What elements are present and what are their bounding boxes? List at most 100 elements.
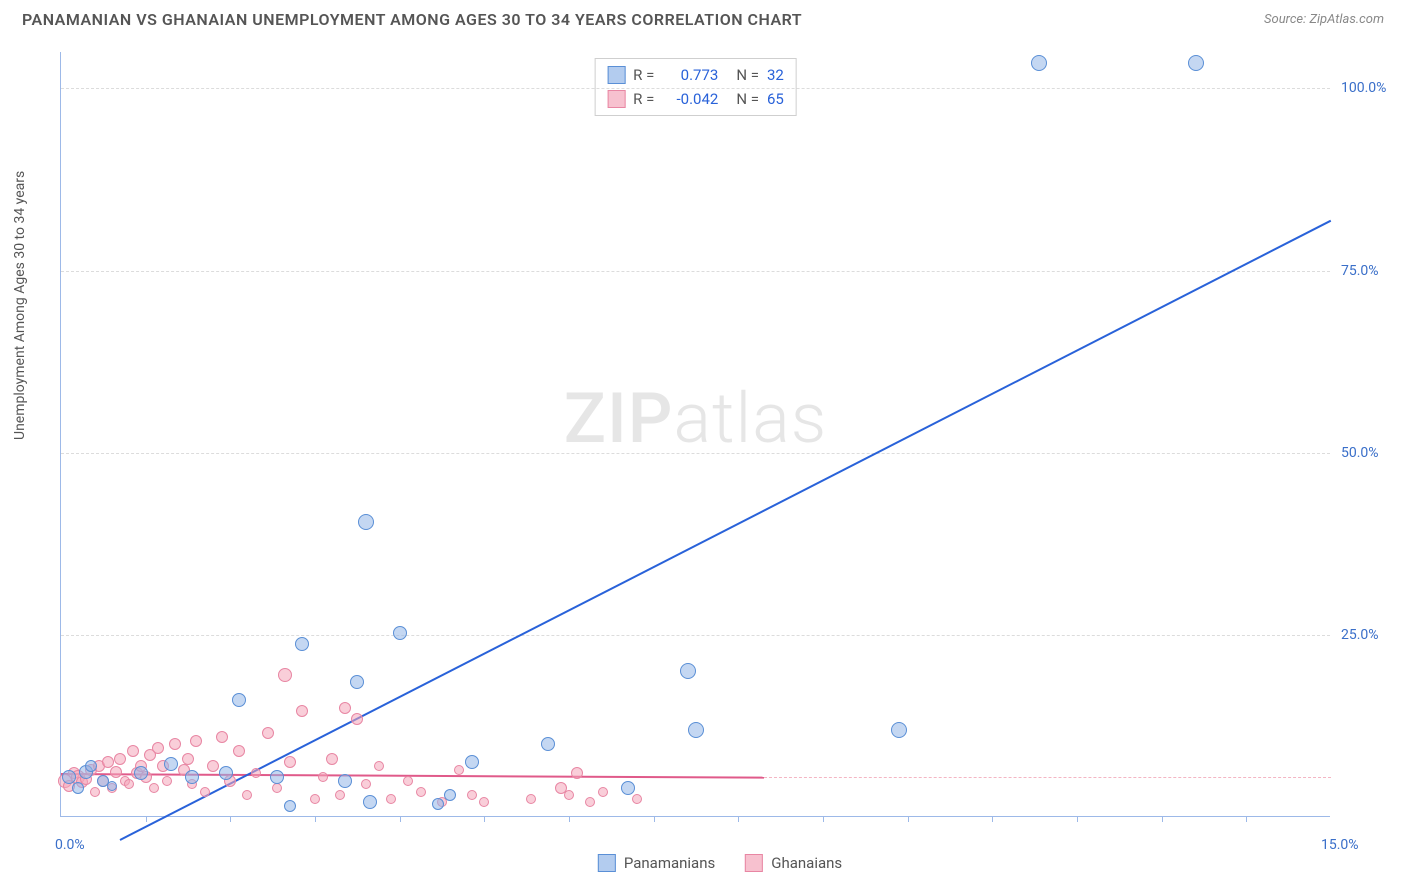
gridline-horizontal — [61, 635, 1330, 636]
data-point-blue — [680, 663, 696, 679]
chart-container: ZIPatlas R = 0.773 N = 32 R = -0.042 N =… — [60, 52, 1380, 842]
data-point-pink — [90, 787, 100, 797]
x-minor-tick — [1077, 816, 1078, 822]
legend-item-ghanaians: Ghanaians — [745, 854, 842, 872]
data-point-pink — [278, 668, 292, 682]
data-point-blue — [107, 781, 117, 791]
data-point-blue — [270, 770, 284, 784]
y-tick-label: 25.0% — [1341, 627, 1379, 643]
data-point-pink — [296, 705, 308, 717]
data-point-pink — [182, 753, 194, 765]
data-point-pink — [114, 753, 126, 765]
data-point-blue — [219, 766, 233, 780]
x-minor-tick — [908, 816, 909, 822]
x-minor-tick — [738, 816, 739, 822]
data-point-pink — [326, 753, 338, 765]
data-point-blue — [363, 795, 377, 809]
data-point-pink — [162, 776, 172, 786]
data-point-pink — [374, 761, 384, 771]
data-point-pink — [200, 787, 210, 797]
y-tick-label: 100.0% — [1341, 80, 1386, 96]
data-point-pink — [598, 787, 608, 797]
data-point-pink — [526, 794, 536, 804]
correlation-legend: R = 0.773 N = 32 R = -0.042 N = 65 — [594, 58, 797, 116]
data-point-pink — [339, 702, 351, 714]
data-point-blue — [350, 675, 364, 689]
data-point-pink — [242, 790, 252, 800]
data-point-pink — [149, 783, 159, 793]
data-point-pink — [585, 797, 595, 807]
x-minor-tick — [992, 816, 993, 822]
data-point-pink — [361, 779, 371, 789]
x-minor-tick — [146, 816, 147, 822]
x-minor-tick — [1162, 816, 1163, 822]
data-point-pink — [416, 787, 426, 797]
data-point-pink — [124, 779, 134, 789]
data-point-blue — [338, 774, 352, 788]
data-point-pink — [564, 790, 574, 800]
data-point-pink — [190, 735, 202, 747]
data-point-blue — [688, 722, 704, 738]
data-point-pink — [251, 768, 261, 778]
data-point-blue — [232, 693, 246, 707]
x-minor-tick — [1246, 816, 1247, 822]
data-point-pink — [335, 790, 345, 800]
data-point-pink — [632, 794, 642, 804]
data-point-pink — [467, 790, 477, 800]
plot-area: ZIPatlas R = 0.773 N = 32 R = -0.042 N =… — [60, 52, 1330, 817]
trend-line-blue — [120, 220, 1332, 841]
data-point-blue — [85, 760, 97, 772]
x-minor-tick — [400, 816, 401, 822]
data-point-blue — [1031, 55, 1047, 71]
swatch-blue-icon — [607, 66, 625, 84]
data-point-blue — [393, 626, 407, 640]
data-point-blue — [284, 800, 296, 812]
data-point-blue — [164, 757, 178, 771]
swatch-pink-icon — [745, 854, 763, 872]
data-point-blue — [465, 755, 479, 769]
data-point-pink — [284, 756, 296, 768]
data-point-blue — [891, 722, 907, 738]
x-minor-tick — [230, 816, 231, 822]
data-point-pink — [272, 783, 282, 793]
chart-title: PANAMANIAN VS GHANAIAN UNEMPLOYMENT AMON… — [22, 10, 802, 29]
x-tick-label: 15.0% — [1321, 837, 1359, 853]
data-point-pink — [207, 760, 219, 772]
swatch-blue-icon — [598, 854, 616, 872]
legend-row-panamanians: R = 0.773 N = 32 — [607, 63, 784, 87]
data-point-blue — [621, 781, 635, 795]
x-minor-tick — [654, 816, 655, 822]
data-point-blue — [134, 766, 148, 780]
pink-trend-extension — [764, 777, 1331, 778]
data-point-pink — [262, 727, 274, 739]
data-point-pink — [310, 794, 320, 804]
x-minor-tick — [484, 816, 485, 822]
data-point-pink — [318, 772, 328, 782]
data-point-pink — [169, 738, 181, 750]
gridline-horizontal — [61, 271, 1330, 272]
legend-item-panamanians: Panamanians — [598, 854, 715, 872]
data-point-blue — [358, 514, 374, 530]
data-point-pink — [571, 767, 583, 779]
data-point-blue — [432, 798, 444, 810]
data-point-blue — [295, 637, 309, 651]
y-tick-label: 75.0% — [1341, 263, 1379, 279]
x-minor-tick — [569, 816, 570, 822]
data-point-pink — [454, 765, 464, 775]
data-point-pink — [127, 745, 139, 757]
data-point-pink — [216, 731, 228, 743]
data-point-blue — [1188, 55, 1204, 71]
data-point-pink — [386, 794, 396, 804]
series-legend: Panamanians Ghanaians — [598, 854, 842, 872]
data-point-blue — [185, 770, 199, 784]
gridline-horizontal — [61, 453, 1330, 454]
data-point-blue — [541, 737, 555, 751]
data-point-blue — [444, 789, 456, 801]
chart-header: PANAMANIAN VS GHANAIAN UNEMPLOYMENT AMON… — [0, 0, 1406, 33]
data-point-pink — [479, 797, 489, 807]
data-point-blue — [72, 782, 84, 794]
swatch-pink-icon — [607, 90, 625, 108]
x-minor-tick — [823, 816, 824, 822]
legend-row-ghanaians: R = -0.042 N = 65 — [607, 87, 784, 111]
data-point-pink — [152, 742, 164, 754]
